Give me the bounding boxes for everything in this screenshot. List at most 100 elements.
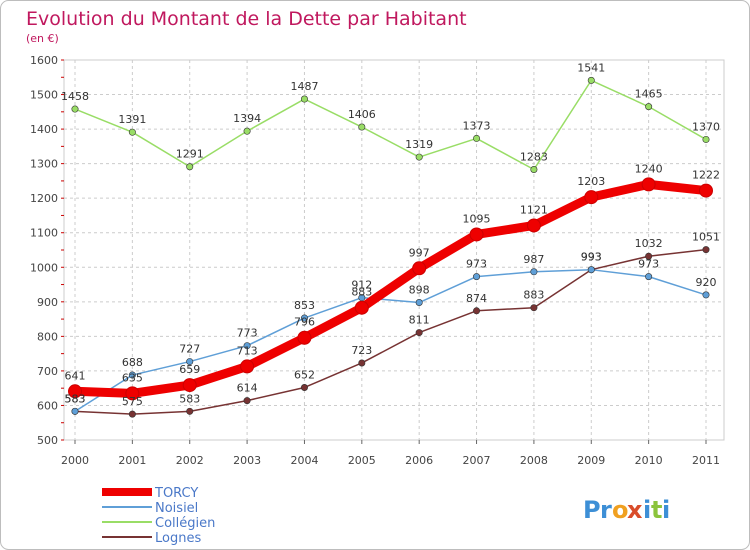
y-tick-label: 1500 (30, 89, 58, 102)
y-tick-label: 1300 (30, 158, 58, 171)
data-label-torcy: 635 (122, 371, 143, 384)
y-tick-label: 700 (37, 365, 58, 378)
data-label-lognes: 883 (523, 289, 544, 302)
data-point-collgien (71, 105, 79, 113)
x-tick-label: 2004 (290, 454, 318, 467)
data-point-lognes (473, 307, 481, 315)
series-line-collgien (74, 79, 707, 171)
data-point-torcy (699, 183, 713, 198)
data-label-noisiel: 727 (179, 343, 200, 356)
data-label-torcy: 883 (351, 286, 372, 299)
data-label-collgien: 1283 (520, 151, 548, 164)
x-tick-label: 2002 (176, 454, 204, 467)
data-label-lognes: 583 (65, 392, 86, 405)
x-tick-label: 2000 (61, 454, 89, 467)
data-label-torcy: 1203 (577, 175, 605, 188)
y-tick-label: 1200 (30, 192, 58, 205)
data-label-noisiel: 973 (638, 258, 659, 271)
x-tick-label: 2009 (577, 454, 605, 467)
data-label-lognes: 1032 (635, 237, 663, 250)
data-point-lognes (702, 246, 710, 254)
data-point-torcy (526, 218, 541, 233)
data-point-torcy (240, 359, 255, 374)
data-point-torcy (182, 378, 197, 393)
data-point-lognes (128, 410, 136, 418)
data-label-lognes: 723 (351, 344, 372, 357)
data-label-lognes: 652 (294, 368, 315, 381)
data-point-collgien (128, 128, 136, 136)
data-label-collgien: 1465 (635, 88, 663, 101)
data-label-collgien: 1370 (692, 120, 720, 133)
data-point-noisiel (587, 266, 595, 274)
data-point-collgien (300, 95, 308, 103)
data-label-noisiel: 920 (696, 276, 717, 289)
y-tick-label: 1000 (30, 261, 58, 274)
data-point-noisiel (128, 371, 136, 379)
data-label-torcy: 641 (65, 369, 86, 382)
data-point-lognes (243, 397, 251, 405)
legend-label-noisiel: Noisiel (155, 501, 198, 516)
data-label-collgien: 1291 (176, 148, 204, 161)
data-point-torcy (641, 177, 656, 192)
svg-text:o: o (612, 496, 629, 524)
svg-text:P: P (583, 496, 601, 524)
data-point-lognes (300, 383, 308, 391)
data-label-collgien: 1391 (118, 113, 146, 126)
data-point-lognes (358, 359, 366, 367)
legend-label-lognes: Lognes (155, 531, 201, 546)
data-label-noisiel: 773 (237, 327, 258, 340)
data-label-lognes: 583 (179, 392, 200, 405)
data-label-lognes: 575 (122, 395, 143, 408)
svg-text:t: t (651, 496, 662, 524)
data-label-lognes: 1051 (692, 231, 720, 244)
y-tick-label: 800 (37, 330, 58, 343)
data-point-noisiel (243, 342, 251, 350)
y-tick-label: 1400 (30, 123, 58, 136)
y-tick-label: 1100 (30, 227, 58, 240)
data-point-lognes (530, 304, 538, 312)
svg-text:i: i (662, 496, 670, 524)
y-tick-label: 600 (37, 399, 58, 412)
data-label-lognes: 614 (237, 382, 258, 395)
data-label-noisiel: 583 (65, 392, 86, 405)
chart-subtitle: (en €) (26, 32, 59, 45)
y-tick-label: 900 (37, 296, 58, 309)
data-point-torcy (412, 261, 427, 276)
data-point-lognes (186, 407, 194, 415)
data-label-collgien: 1487 (290, 80, 318, 93)
series-line-torcy (70, 179, 711, 398)
data-label-torcy: 1095 (463, 212, 491, 225)
data-point-collgien (186, 163, 194, 171)
data-label-torcy: 796 (294, 316, 315, 329)
data-point-noisiel (702, 291, 710, 299)
x-tick-label: 2011 (692, 454, 720, 467)
data-point-noisiel (415, 299, 423, 307)
data-point-noisiel (186, 358, 194, 366)
data-label-torcy: 1121 (520, 203, 548, 216)
svg-text:i: i (643, 496, 651, 524)
legend-label-collgien: Collégien (155, 516, 215, 531)
svg-text:x: x (627, 496, 643, 524)
data-label-torcy: 659 (179, 363, 200, 376)
data-point-noisiel (530, 268, 538, 276)
data-label-noisiel: 912 (351, 279, 372, 292)
data-label-collgien: 1394 (233, 112, 261, 125)
x-tick-label: 2003 (233, 454, 261, 467)
x-tick-label: 2007 (463, 454, 491, 467)
data-point-collgien (473, 134, 481, 142)
data-label-collgien: 1319 (405, 138, 433, 151)
legend-label-torcy: TORCY (154, 486, 198, 501)
data-point-collgien (530, 166, 538, 174)
data-point-torcy (469, 227, 484, 242)
series-line-lognes (74, 248, 707, 415)
data-label-torcy: 713 (237, 344, 258, 357)
data-label-lognes: 811 (409, 314, 430, 327)
data-label-torcy: 1240 (635, 162, 663, 175)
data-label-collgien: 1406 (348, 108, 376, 121)
x-tick-label: 2001 (118, 454, 146, 467)
data-label-noisiel: 853 (294, 299, 315, 312)
data-point-torcy (354, 300, 369, 315)
